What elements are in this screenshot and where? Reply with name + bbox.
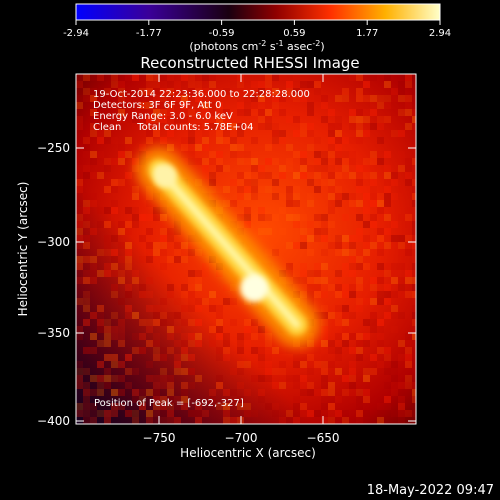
- y-axis-label: Heliocentric Y (arcsec): [16, 182, 30, 317]
- y-axis-ticks: −400 −350 −300 −250: [37, 141, 416, 428]
- plot-frame: [75, 73, 417, 425]
- heatmap-pixels: [76, 74, 416, 424]
- annotation-line: Detectors: 3F 6F 9F, Att 0: [93, 100, 221, 111]
- colorbar-label-exponent: -1: [276, 39, 284, 48]
- annotation-block: 19-Oct-2014 22:23:36.000 to 22:28:28.000…: [93, 89, 310, 133]
- x-tick-label: −750: [143, 431, 176, 445]
- y-tick-label: −250: [37, 141, 70, 155]
- colorbar-tick-label: 1.77: [356, 28, 378, 39]
- colorbar-tick-label: -1.77: [136, 28, 162, 39]
- colorbar-tick-label: 2.94: [429, 28, 451, 39]
- heatmap-image: [76, 74, 416, 424]
- colorbar-label-part: asec: [284, 40, 313, 53]
- y-tick-label: −300: [37, 235, 70, 249]
- x-axis-label: Heliocentric X (arcsec): [180, 446, 316, 460]
- colorbar-label-part: (photons cm: [189, 40, 258, 53]
- footer-timestamp: 18-May-2022 09:47: [367, 483, 494, 498]
- source-core: [155, 165, 301, 329]
- x-tick-label: −650: [307, 431, 340, 445]
- colorbar-label-exponent: -2: [312, 39, 320, 48]
- colorbar-label: (photons cm-2 s-1 asec-2): [189, 39, 324, 53]
- chart-title: Reconstructed RHESSI Image: [140, 54, 359, 72]
- colorbar-label-part: s: [266, 40, 275, 53]
- colorbar-tick-label: 0.59: [283, 28, 305, 39]
- colorbar-tick-label: -0.59: [209, 28, 235, 39]
- colorbar-tick-label: -2.94: [63, 28, 89, 39]
- colorbar-label-exponent: -2: [258, 39, 266, 48]
- upper-source-blob: [153, 163, 177, 188]
- annotation-line: Clean Total counts: 5.78E+04: [93, 122, 253, 133]
- colorbar-label-part: ): [320, 40, 324, 53]
- peak-position-label: Position of Peak = [-692,-327]: [94, 398, 244, 409]
- colorbar: [75, 3, 441, 21]
- y-tick-label: −350: [37, 326, 70, 340]
- colorbar-ticks: -2.94 -1.77 -0.59 0.59 1.77 2.94: [63, 20, 451, 39]
- x-axis-ticks: −750 −700 −650: [143, 74, 340, 445]
- annotation-line: 19-Oct-2014 22:23:36.000 to 22:28:28.000: [93, 89, 310, 100]
- annotation-line: Energy Range: 3.0 - 6.0 keV: [93, 111, 233, 122]
- y-tick-label: −400: [37, 414, 70, 428]
- x-tick-label: −700: [225, 431, 258, 445]
- peak-marker: [240, 274, 269, 303]
